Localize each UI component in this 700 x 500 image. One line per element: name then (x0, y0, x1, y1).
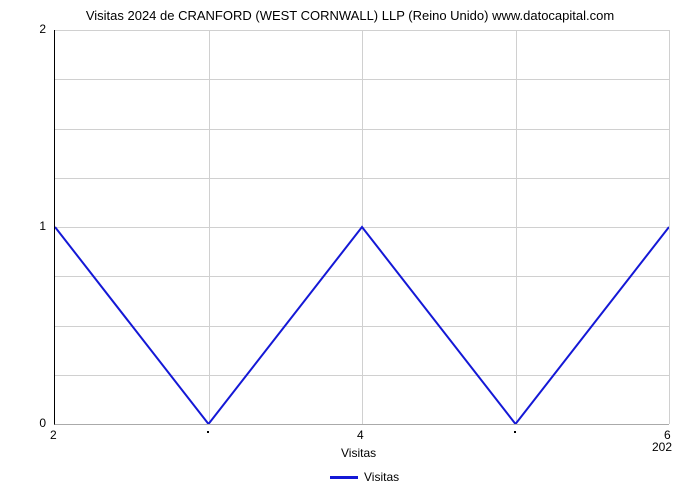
chart-title: Visitas 2024 de CRANFORD (WEST CORNWALL)… (0, 8, 700, 23)
legend-swatch (330, 476, 358, 479)
x-tick-label: 6 (664, 428, 671, 442)
y-tick-label: 0 (39, 416, 46, 430)
x-minor-tick (207, 431, 209, 433)
x-minor-tick (514, 431, 516, 433)
y-tick-label: 1 (39, 219, 46, 233)
corner-year-fragment: 202 (652, 440, 672, 454)
gridline-vertical (669, 30, 670, 424)
x-tick-label: 2 (50, 428, 57, 442)
x-axis-label: Visitas (341, 446, 376, 460)
plot-area (54, 30, 669, 425)
line-series (55, 30, 669, 424)
legend: Visitas (330, 470, 399, 484)
x-tick-label: 4 (357, 428, 364, 442)
y-tick-label: 2 (39, 22, 46, 36)
legend-label: Visitas (364, 470, 399, 484)
chart-container: Visitas 2024 de CRANFORD (WEST CORNWALL)… (0, 0, 700, 500)
